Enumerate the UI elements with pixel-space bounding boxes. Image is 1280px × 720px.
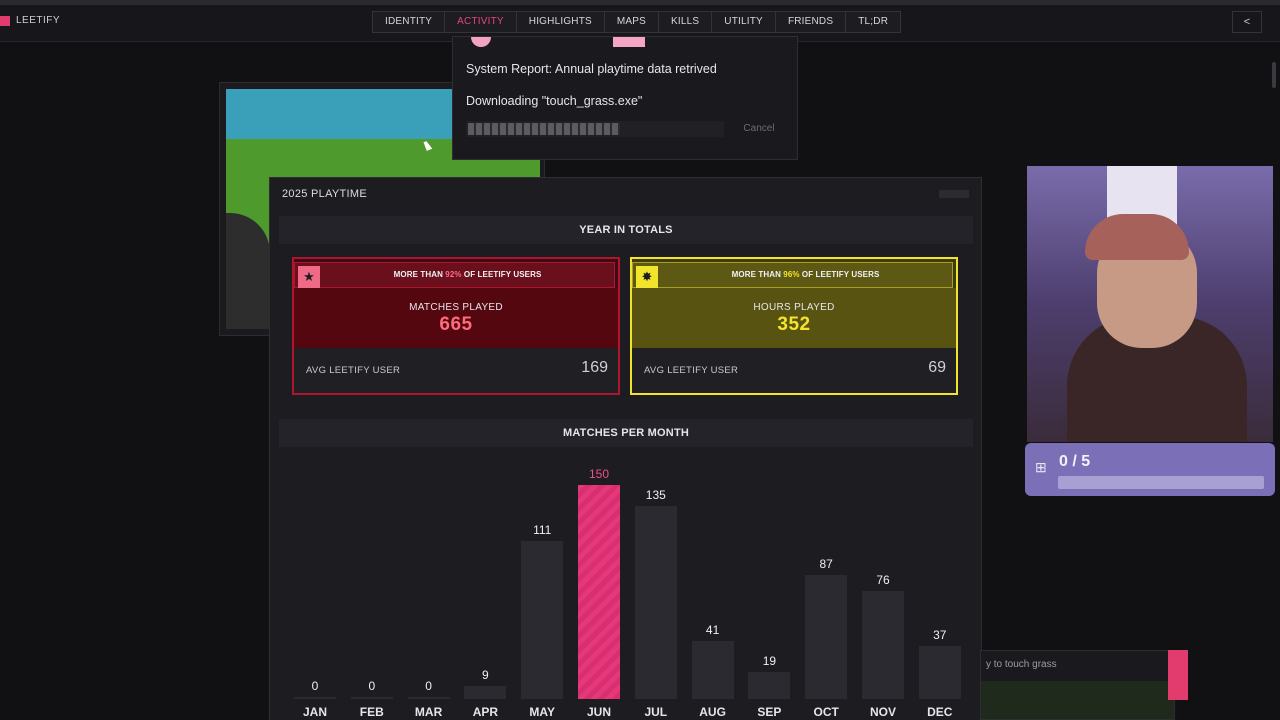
- bar-value-label: 37: [933, 628, 947, 643]
- tab-highlights[interactable]: HIGHLIGHTS: [515, 11, 605, 33]
- month-label: FEB: [359, 705, 384, 719]
- month-label: JUN: [586, 705, 611, 719]
- bar-value-label: 0: [425, 679, 432, 693]
- decor-pink-shape: [471, 37, 491, 47]
- average-value: 169: [581, 359, 608, 376]
- bar-value-label: 0: [368, 679, 376, 693]
- percentile-text: MORE THAN 96% OF LEETIFY USERS: [731, 270, 880, 279]
- bar-nov: [862, 590, 904, 699]
- download-progress-fill: [468, 123, 621, 135]
- stat-value: 665: [439, 314, 473, 335]
- leetify-logo-icon: [0, 15, 10, 26]
- month-label: JUL: [644, 705, 668, 719]
- average-row: AVG LEETIFY USER 169: [294, 348, 618, 393]
- share-button[interactable]: <: [1232, 11, 1262, 33]
- star-icon: ✸: [636, 266, 658, 288]
- bar-may: [521, 540, 564, 699]
- month-label: NOV: [869, 705, 896, 719]
- bar-apr: [464, 686, 507, 699]
- bar-value-label: 19: [762, 653, 777, 668]
- bar-aug: [691, 640, 734, 699]
- tab-utility[interactable]: UTILITY: [711, 11, 776, 33]
- bar-value-label: 135: [645, 488, 666, 503]
- average-label: AVG LEETIFY USER: [644, 365, 739, 376]
- goal-count: 0 / 5: [1059, 453, 1091, 470]
- background-window-image: [981, 681, 1174, 719]
- month-label: MAY: [529, 705, 555, 719]
- stat-label: MATCHES PLAYED: [409, 302, 503, 313]
- tab-bar: IDENTITY ACTIVITY HIGHLIGHTS MAPS KILLS UTILI…: [372, 11, 902, 33]
- window-controls[interactable]: [939, 190, 969, 198]
- tab-activity[interactable]: ACTIVITY: [444, 11, 517, 33]
- bar-value-label: 111: [533, 522, 552, 537]
- scrollbar-thumb[interactable]: [1272, 62, 1276, 88]
- month-label: JAN: [302, 705, 327, 719]
- bar-sep: [748, 671, 791, 699]
- bar-value-label: 150: [588, 467, 610, 481]
- month-label: DEC: [927, 705, 953, 719]
- decor-pink-shape: [613, 37, 645, 47]
- average-row: AVG LEETIFY USER 69: [632, 348, 956, 393]
- bar-value-label: 0: [311, 679, 319, 693]
- brand[interactable]: LEETIFY: [0, 15, 60, 26]
- percentile-banner: ★ MORE THAN 92% OF LEETIFY USERS: [294, 262, 615, 288]
- stat-label: HOURS PLAYED: [753, 302, 835, 313]
- tab-kills[interactable]: KILLS: [658, 11, 713, 33]
- tab-identity[interactable]: IDENTITY: [372, 11, 446, 33]
- percentile-text: MORE THAN 92% OF LEETIFY USERS: [393, 270, 542, 279]
- top-edge: [0, 0, 1280, 5]
- system-report-text: System Report: Annual playtime data retr…: [466, 62, 717, 76]
- downloading-text: Downloading "touch_grass.exe": [466, 94, 643, 108]
- year-in-totals-heading: YEAR IN TOTALS: [279, 216, 973, 244]
- bar-oct: [805, 574, 848, 699]
- gift-icon: ⊞: [1035, 459, 1047, 475]
- star-icon: ★: [298, 266, 320, 288]
- webcam-feed: [1027, 166, 1273, 442]
- tab-tl-dr[interactable]: TL;DR: [845, 11, 902, 33]
- game-road: [226, 213, 270, 329]
- percentile-banner: ✸ MORE THAN 96% OF LEETIFY USERS: [632, 262, 953, 288]
- stat-value: 352: [777, 314, 811, 335]
- average-label: AVG LEETIFY USER: [306, 365, 401, 376]
- brand-name: LEETIFY: [16, 15, 61, 26]
- bar-jul: [634, 506, 677, 699]
- bar-value-label: 87: [819, 556, 833, 571]
- average-value: 69: [928, 359, 946, 376]
- gift-goal-widget: ⊞ 0 / 5: [1025, 443, 1275, 496]
- bar-feb: [350, 697, 393, 699]
- bar-jun: [578, 485, 620, 699]
- month-label: MAR: [414, 705, 443, 719]
- goal-progress-bar: [1058, 476, 1264, 489]
- stat-block: HOURS PLAYED 352: [632, 288, 956, 348]
- tab-friends[interactable]: FRIENDS: [774, 11, 847, 33]
- bar-mar: [407, 697, 450, 699]
- decor-pink-shape: [1168, 650, 1188, 700]
- background-window-text: y to touch grass: [986, 659, 1057, 670]
- tab-maps[interactable]: MAPS: [603, 11, 660, 33]
- window-title: 2025 PLAYTIME: [282, 188, 368, 200]
- bar-dec: [918, 646, 961, 699]
- month-label: SEP: [757, 705, 782, 719]
- bar-value-label: 9: [482, 668, 489, 683]
- cancel-button[interactable]: Cancel: [743, 123, 775, 134]
- hours-played-card: ✸ MORE THAN 96% OF LEETIFY USERS HOURS P…: [630, 257, 958, 395]
- bar-value-label: 76: [876, 572, 890, 587]
- download-dialog: System Report: Annual playtime data retr…: [452, 36, 798, 160]
- matches-per-month-chart: 0 JAN 0 FEB 0 MAR 9 APR 111 MAY 150 JUN 135 JUL 41 AUG 1…: [279, 459, 973, 719]
- background-window: y to touch grass: [980, 650, 1175, 720]
- month-label: AUG: [699, 705, 726, 719]
- matches-played-card: ★ MORE THAN 92% OF LEETIFY USERS MATCHES…: [292, 257, 620, 395]
- streamer-cap: [1085, 214, 1189, 260]
- top-nav-bar: LEETIFY IDENTITY ACTIVITY HIGHLIGHTS MAPS KI…: [0, 0, 1280, 42]
- bar-jan: [294, 697, 336, 699]
- month-label: APR: [472, 705, 499, 719]
- share-icon: <: [1243, 16, 1251, 28]
- download-progress-bar: [466, 121, 724, 137]
- month-label: OCT: [813, 705, 839, 719]
- playtime-window: 2025 PLAYTIME YEAR IN TOTALS ★ MORE THAN…: [269, 177, 982, 720]
- stat-block: MATCHES PLAYED 665: [294, 288, 618, 348]
- bar-value-label: 41: [705, 622, 720, 637]
- matches-per-month-heading: MATCHES PER MONTH: [279, 419, 973, 447]
